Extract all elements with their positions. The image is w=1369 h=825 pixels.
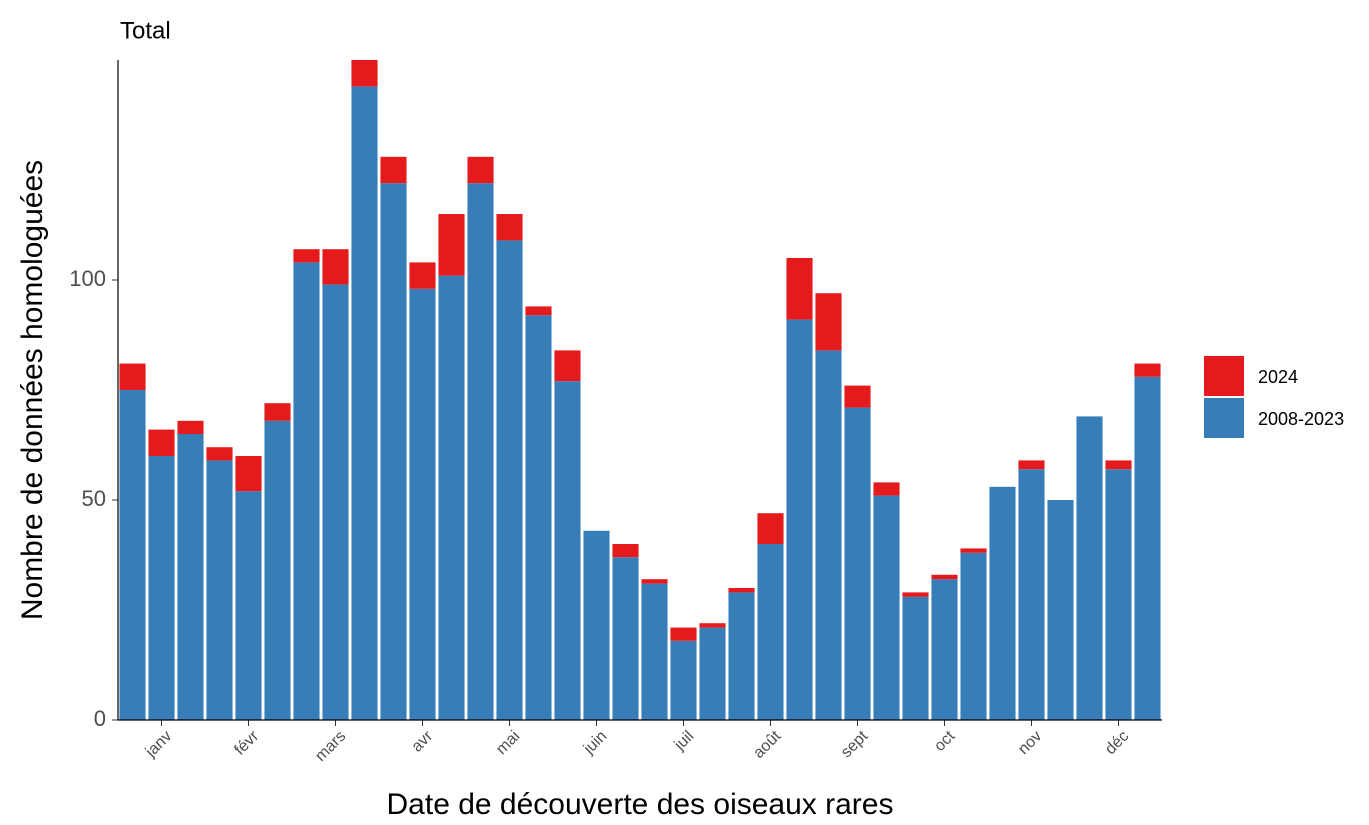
- bar-segment: [264, 403, 291, 421]
- bar-segment: [525, 315, 552, 720]
- bar-segment: [264, 420, 291, 720]
- bar-segment: [989, 486, 1016, 720]
- x-tick-label: juil: [671, 728, 698, 755]
- bar-segment: [815, 293, 842, 351]
- bar-segment: [119, 363, 146, 390]
- bar-segment: [757, 544, 784, 720]
- y-axis-label: Nombre de données homologuées: [16, 160, 49, 620]
- bar-segment: [641, 583, 668, 720]
- bar-segment: [467, 183, 494, 720]
- bar-segment: [699, 627, 726, 720]
- bar-segment: [670, 627, 697, 641]
- bar-segment: [438, 275, 465, 720]
- x-tick-label: oct: [931, 727, 959, 755]
- bar-segment: [235, 456, 262, 492]
- bar-segment: [322, 249, 349, 285]
- bar-segment: [670, 640, 697, 720]
- legend-label: 2008-2023: [1258, 409, 1344, 429]
- bar-segment: [815, 350, 842, 720]
- bar-segment: [293, 262, 320, 720]
- bar-segment: [177, 420, 204, 434]
- bar-segment: [1105, 460, 1132, 470]
- bar-segment: [235, 491, 262, 720]
- bar-segment: [380, 156, 407, 184]
- bar-segment: [148, 429, 175, 456]
- legend-swatch: [1204, 356, 1244, 396]
- bar-segment: [1047, 500, 1074, 720]
- legend-swatch: [1204, 398, 1244, 438]
- bar-segment: [844, 385, 871, 408]
- bar-segment: [844, 407, 871, 720]
- bar-segment: [1076, 416, 1103, 720]
- bar-segment: [786, 258, 813, 320]
- bar-segment: [206, 447, 233, 461]
- bar-segment: [1134, 363, 1161, 377]
- bar-segment: [525, 306, 552, 316]
- bar-segment: [902, 592, 929, 597]
- bar-segment: [322, 284, 349, 720]
- x-tick-label: avr: [409, 727, 437, 755]
- bar-segment: [612, 544, 639, 558]
- bar-segment: [438, 214, 465, 276]
- y-tick-label: 0: [94, 706, 106, 731]
- bar-segment: [728, 592, 755, 720]
- bar-segment: [119, 390, 146, 720]
- y-tick-label: 50: [82, 486, 106, 511]
- bar-segment: [1018, 460, 1045, 470]
- x-tick-label: janv: [142, 728, 175, 761]
- x-tick-label: sept: [838, 727, 872, 761]
- bar-segment: [757, 513, 784, 544]
- bar-segment: [409, 288, 436, 720]
- bar-segment: [409, 262, 436, 289]
- bar-segment: [293, 249, 320, 263]
- bar-segment: [177, 434, 204, 720]
- bar-segment: [612, 557, 639, 720]
- bar-segment: [206, 460, 233, 720]
- bar-segment: [786, 319, 813, 720]
- x-tick-label: juin: [580, 728, 610, 758]
- bar-segment: [1105, 469, 1132, 720]
- bar-segment: [699, 623, 726, 628]
- bar-segment: [1134, 376, 1161, 720]
- legend-label: 2024: [1258, 367, 1298, 387]
- x-tick-label: déc: [1102, 728, 1132, 758]
- bar-segment: [1018, 469, 1045, 720]
- bar-segment: [641, 579, 668, 584]
- chart-title: Total: [120, 17, 171, 44]
- bar-segment: [902, 596, 929, 720]
- bar-segment: [728, 588, 755, 593]
- bar-segment: [554, 381, 581, 720]
- x-tick-label: mars: [312, 728, 349, 765]
- bar-segment: [351, 86, 378, 720]
- bar-segment: [467, 156, 494, 184]
- x-tick-label: août: [750, 727, 784, 761]
- x-tick-label: mai: [493, 728, 523, 758]
- bar-segment: [351, 60, 378, 87]
- y-tick-label: 100: [69, 266, 106, 291]
- bar-segment: [554, 350, 581, 382]
- bar-segment: [496, 240, 523, 720]
- bar-segment: [931, 579, 958, 720]
- bar-segment: [380, 183, 407, 720]
- bar-segment: [873, 495, 900, 720]
- bar-segment: [148, 456, 175, 720]
- x-axis-label: Date de découverte des oiseaux rares: [387, 788, 894, 821]
- bar-segment: [960, 552, 987, 720]
- x-tick-label: nov: [1015, 728, 1045, 758]
- bar-segment: [931, 574, 958, 580]
- x-tick-label: févr: [231, 727, 262, 758]
- bar-segment: [960, 548, 987, 553]
- bar-segment: [873, 482, 900, 496]
- bar-segment: [496, 214, 523, 241]
- bar-segment: [583, 530, 610, 720]
